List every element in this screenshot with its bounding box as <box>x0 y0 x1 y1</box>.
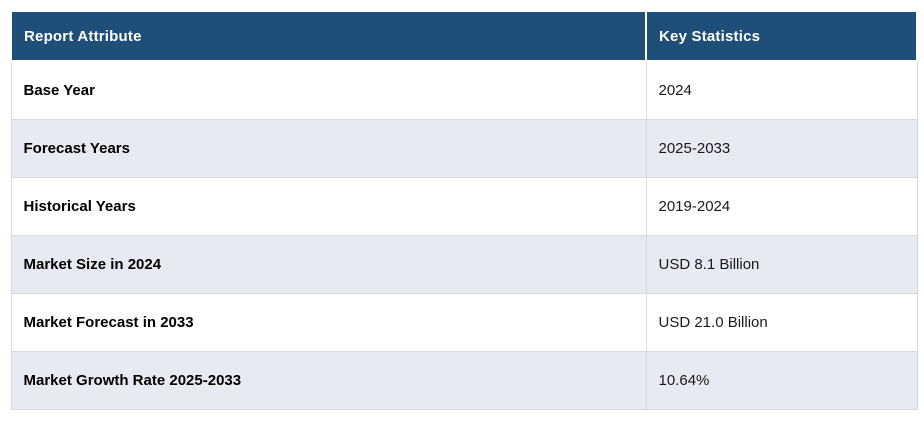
attribute-cell-base-year: Base Year <box>10 60 647 120</box>
value-cell-base-year: 2024 <box>645 60 918 120</box>
header-row: Report Attribute Key Statistics <box>10 10 918 62</box>
value-cell-market-size: USD 8.1 Billion <box>645 234 918 294</box>
value-cell-forecast-years: 2025-2033 <box>645 118 918 178</box>
attribute-cell-market-size: Market Size in 2024 <box>10 234 647 294</box>
attribute-cell-market-forecast: Market Forecast in 2033 <box>10 292 647 352</box>
table-body: Base Year 2024 Forecast Years 2025-2033 … <box>10 60 918 410</box>
table-header: Report Attribute Key Statistics <box>10 10 918 62</box>
table-row: Forecast Years 2025-2033 <box>10 118 918 178</box>
attribute-cell-forecast-years: Forecast Years <box>10 118 647 178</box>
value-cell-growth-rate: 10.64% <box>645 350 918 410</box>
attribute-cell-growth-rate: Market Growth Rate 2025-2033 <box>10 350 647 410</box>
value-cell-historical-years: 2019-2024 <box>645 176 918 236</box>
table-row: Historical Years 2019-2024 <box>10 176 918 236</box>
attribute-cell-historical-years: Historical Years <box>10 176 647 236</box>
table-row: Market Size in 2024 USD 8.1 Billion <box>10 234 918 294</box>
table-row: Market Growth Rate 2025-2033 10.64% <box>10 350 918 410</box>
report-attributes-table: Report Attribute Key Statistics Base Yea… <box>10 10 918 410</box>
report-summary-table-container: Report Attribute Key Statistics Base Yea… <box>10 10 918 410</box>
column-header-report-attribute: Report Attribute <box>10 10 647 62</box>
column-header-key-statistics: Key Statistics <box>645 10 918 62</box>
table-row: Base Year 2024 <box>10 60 918 120</box>
table-row: Market Forecast in 2033 USD 21.0 Billion <box>10 292 918 352</box>
value-cell-market-forecast: USD 21.0 Billion <box>645 292 918 352</box>
